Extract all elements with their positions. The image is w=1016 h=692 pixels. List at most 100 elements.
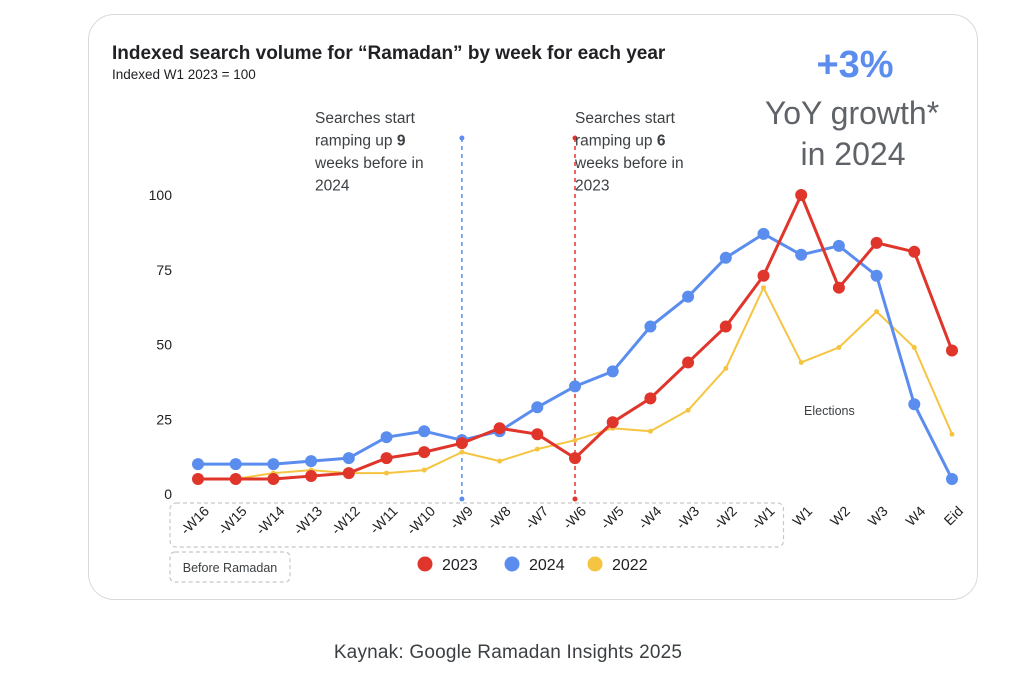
- data-point-2024: [267, 458, 280, 471]
- data-point-2022: [497, 458, 503, 464]
- x-tick-label: -W6: [560, 503, 590, 533]
- data-point-2024: [606, 365, 619, 378]
- x-tick-label: -W11: [366, 503, 400, 537]
- data-point-2023: [644, 392, 657, 405]
- data-point-2024: [531, 401, 544, 414]
- x-tick-label: -W1: [748, 503, 778, 533]
- data-point-2024: [946, 473, 958, 486]
- x-tick-label: W3: [865, 503, 891, 529]
- data-point-2022: [911, 344, 917, 350]
- ramp-note-line1: Searches start: [575, 110, 676, 127]
- ramp-note-line3: weeks before in: [574, 155, 684, 172]
- elections-annotation: Elections: [804, 404, 855, 418]
- legend-swatch-2023: [417, 556, 433, 572]
- data-point-2024: [569, 380, 581, 393]
- data-point-2024: [418, 425, 431, 438]
- data-point-2022: [798, 359, 804, 365]
- data-point-2022: [421, 467, 427, 473]
- y-tick-label: 0: [164, 486, 172, 502]
- data-point-2023: [305, 470, 318, 483]
- ramp-note-line1: Searches start: [315, 110, 416, 127]
- x-tick-label: -W3: [673, 503, 703, 533]
- data-point-2023: [870, 236, 883, 249]
- x-tick-label: -W10: [403, 503, 438, 538]
- data-point-2022: [572, 437, 578, 443]
- ramp-note-line2: ramping up 9: [315, 133, 406, 150]
- x-tick-label: -W4: [635, 503, 665, 533]
- data-point-2022: [534, 446, 540, 452]
- data-point-2024: [229, 458, 242, 471]
- x-tick-label: -W14: [253, 503, 288, 538]
- y-tick-label: 75: [156, 262, 172, 278]
- before-ramadan-bracket: [169, 502, 785, 548]
- data-point-2024: [342, 452, 355, 465]
- data-point-2024: [719, 251, 732, 264]
- data-point-2024: [870, 269, 883, 282]
- x-tick-label: W1: [789, 503, 815, 529]
- data-point-2023: [795, 189, 808, 201]
- data-point-2023: [418, 446, 431, 459]
- data-point-2022: [384, 470, 389, 476]
- growth-label-line1: YoY growth*: [765, 95, 939, 131]
- legend-swatch-2022: [587, 556, 603, 572]
- data-point-2023: [606, 416, 619, 429]
- ramp-note-line4: 2023: [575, 178, 609, 195]
- data-point-2023: [229, 473, 242, 486]
- growth-label-line2: in 2024: [801, 136, 906, 172]
- ramp-note-line3: weeks before in: [314, 155, 424, 172]
- data-point-2024: [832, 239, 845, 252]
- data-point-2023: [946, 344, 958, 357]
- x-tick-label: -W12: [328, 503, 363, 538]
- ramp-marker-dot-top: [459, 135, 465, 141]
- data-point-2023: [342, 467, 355, 480]
- ramp-note-line2: ramping up 6: [575, 133, 666, 150]
- data-point-2023: [493, 422, 506, 435]
- data-point-2023: [192, 473, 204, 486]
- before-ramadan-label: Before Ramadan: [183, 561, 278, 575]
- data-point-2024: [644, 320, 657, 333]
- x-tick-label: -W13: [290, 503, 325, 538]
- data-point-2022: [723, 365, 729, 371]
- legend-label-2023: 2023: [442, 557, 478, 574]
- x-tick-label: -W7: [522, 503, 552, 533]
- before-ramadan-label-box: [169, 551, 291, 583]
- data-point-2022: [459, 449, 465, 455]
- x-tick-label: -W5: [597, 503, 627, 533]
- data-point-2024: [192, 458, 204, 471]
- ramp-marker-dot-top: [572, 135, 578, 141]
- chart-title: Indexed search volume for “Ramadan” by w…: [112, 43, 666, 64]
- x-tick-label: W2: [827, 503, 853, 529]
- data-point-2023: [757, 269, 770, 282]
- data-point-2024: [380, 431, 393, 444]
- data-point-2023: [682, 356, 695, 369]
- data-point-2022: [761, 285, 766, 291]
- growth-value: +3%: [816, 44, 893, 86]
- data-point-2022: [647, 428, 653, 434]
- x-tick-label: -W15: [215, 503, 250, 538]
- ramp-marker-dot-bottom: [459, 496, 465, 502]
- chart-card: [88, 14, 978, 600]
- data-point-2023: [455, 437, 468, 450]
- legend-label-2022: 2022: [612, 557, 648, 574]
- legend-label-2024: 2024: [529, 557, 565, 574]
- y-tick-label: 100: [149, 187, 173, 203]
- x-tick-label: -W2: [710, 503, 740, 533]
- data-point-2023: [380, 452, 393, 465]
- y-tick-label: 50: [156, 337, 172, 353]
- x-tick-label: -W16: [177, 503, 212, 538]
- y-tick-label: 25: [156, 411, 172, 427]
- data-point-2023: [908, 245, 921, 258]
- data-point-2024: [682, 290, 695, 303]
- data-point-2024: [305, 455, 318, 468]
- data-point-2023: [267, 473, 280, 486]
- data-point-2023: [832, 281, 845, 294]
- data-point-2024: [908, 398, 921, 411]
- data-point-2023: [719, 320, 732, 333]
- ramp-marker-dot-bottom: [572, 496, 578, 502]
- data-point-2023: [569, 452, 581, 465]
- data-point-2024: [795, 248, 808, 261]
- data-point-2022: [836, 344, 842, 350]
- x-tick-label: -W9: [447, 503, 477, 533]
- x-tick-label: W4: [902, 503, 928, 529]
